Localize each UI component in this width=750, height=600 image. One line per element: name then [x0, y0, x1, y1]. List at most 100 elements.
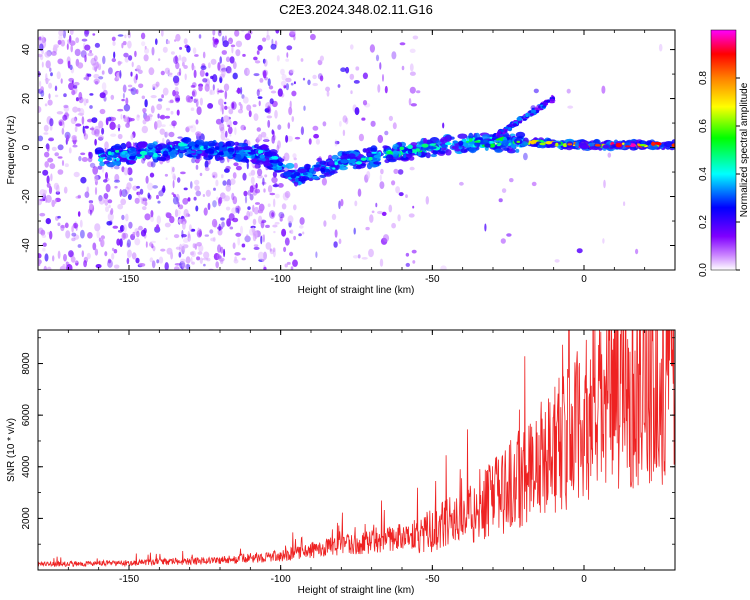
spectrogram-speckle-blob	[59, 121, 63, 126]
spectrogram-speckle-blob	[185, 264, 191, 270]
spectrogram-speckle-blob	[554, 259, 560, 263]
spectrogram-ridge-halo	[178, 151, 184, 159]
spectrogram-speckle-blob	[69, 30, 74, 35]
spectrogram-speckle-blob	[112, 225, 119, 229]
spectrogram-speckle-blob	[127, 249, 132, 258]
spectrogram-speckle-blob	[353, 80, 360, 84]
spectrogram-ridge-core	[243, 149, 252, 153]
spectrogram-speckle-blob	[128, 55, 133, 61]
spectrogram-ridge-halo	[234, 141, 240, 146]
spectrogram-speckle-blob	[88, 200, 94, 204]
spectrogram-speckle-blob	[68, 250, 74, 258]
spectrogram-branch-blob	[541, 105, 547, 108]
spectrogram-ridge-core	[115, 158, 120, 161]
spectrogram-speckle-blob	[174, 266, 180, 270]
spectrogram-speckle-blob	[204, 166, 210, 172]
spectrogram-speckle-blob	[162, 46, 168, 53]
spectrogram-speckle-blob	[105, 183, 111, 193]
spectrogram-speckle-blob	[95, 61, 99, 69]
spectrogram-speckle-blob	[283, 246, 287, 253]
spectrogram-speckle-blob	[97, 165, 103, 170]
spectrogram-speckle-blob	[190, 96, 193, 99]
spectrogram-speckle-blob	[126, 257, 130, 265]
spectrogram-speckle-blob	[173, 234, 180, 239]
spectrogram-speckle-blob	[38, 36, 42, 41]
spectrogram-speckle-blob	[334, 229, 338, 238]
spectrogram-speckle-blob	[123, 117, 130, 123]
spectrogram-ridge-halo	[301, 176, 310, 181]
spectrogram-speckle-blob	[168, 100, 174, 104]
spectrogram-speckle-blob	[45, 218, 51, 225]
spectrogram-speckle-blob	[286, 135, 293, 142]
spectrogram-speckle-blob	[45, 194, 52, 203]
spectrogram-speckle-blob	[217, 229, 223, 236]
spectrogram-speckle-blob	[264, 107, 270, 113]
spectrogram-speckle-blob	[273, 198, 276, 208]
spectrogram-speckle-blob	[252, 229, 258, 238]
x-tick-label: 0	[581, 274, 587, 285]
spectrogram-speckle-blob	[45, 197, 48, 204]
spectrogram-speckle-blob	[368, 248, 374, 258]
spectrogram-speckle-blob	[40, 90, 45, 97]
spectrogram-speckle-blob	[291, 116, 295, 122]
spectrogram-ridge-halo	[319, 160, 327, 165]
spectrogram-speckle-blob	[281, 228, 287, 237]
spectrogram-speckle-blob	[100, 239, 105, 248]
spectrogram-speckle-blob	[225, 66, 232, 74]
spectrogram-speckle-blob	[316, 157, 322, 162]
spectrogram-speckle-blob	[379, 181, 385, 190]
spectrogram-speckle-blob	[135, 257, 140, 264]
spectrogram-speckle-blob	[49, 118, 54, 127]
spectrogram-speckle-blob	[265, 242, 272, 250]
spectrogram-ridge-core	[259, 154, 265, 159]
spectrogram-speckle-blob	[267, 203, 271, 207]
x-tick-label: -100	[271, 274, 291, 285]
spectrogram-speckle-blob	[284, 190, 291, 199]
spectrogram-speckle-blob	[89, 162, 96, 168]
spectrogram-speckle-blob	[240, 103, 243, 111]
spectrogram-speckle-blob	[181, 243, 187, 251]
spectrogram-ridge-core	[302, 172, 308, 176]
snr-y-axis-label: SNR (10 * v/v)	[6, 418, 17, 482]
spectrogram-speckle-blob	[134, 238, 141, 246]
spectrogram-ridge-core	[373, 154, 381, 159]
spectrogram-speckle-blob	[353, 227, 356, 235]
spectrogram-speckle-blob	[357, 188, 362, 197]
spectrogram-speckle-blob	[46, 144, 50, 152]
spectrogram-speckle-blob	[187, 230, 190, 239]
spectrogram-speckle-blob	[253, 56, 258, 61]
spectrogram-speckle-blob	[249, 228, 255, 236]
spectrogram-speckle-blob	[128, 177, 133, 182]
spectrogram-speckle-blob	[42, 247, 46, 252]
spectrogram-speckle-blob	[71, 237, 76, 242]
spectrogram-speckle-blob	[246, 104, 252, 111]
spectrogram-speckle-blob	[104, 251, 108, 257]
spectrogram-speckle-blob	[194, 185, 200, 191]
spectrogram-speckle-blob	[80, 229, 85, 239]
spectrogram-speckle-blob	[225, 130, 228, 138]
spectrogram-speckle-blob	[281, 74, 287, 81]
spectrogram-speckle-blob	[122, 92, 125, 99]
spectrogram-speckle-blob	[181, 234, 187, 238]
spectrogram-speckle-blob	[70, 256, 76, 263]
spectrogram-speckle-blob	[142, 110, 145, 114]
spectrogram-speckle-blob	[310, 33, 316, 41]
spectrogram-speckle-blob	[87, 52, 94, 57]
spectrogram-ridge-halo	[482, 134, 490, 140]
spectrogram-speckle-blob	[246, 68, 250, 75]
spectrogram-speckle-blob	[228, 37, 233, 45]
spectrogram-speckle-blob	[183, 65, 188, 69]
spectrogram-speckle-blob	[92, 66, 95, 71]
spectrogram-speckle-blob	[100, 235, 105, 240]
spectrogram-speckle-blob	[62, 263, 66, 270]
spectrogram-speckle-blob	[202, 51, 206, 59]
spectrogram-speckle-blob	[212, 36, 215, 42]
spectrogram-speckle-blob	[342, 115, 348, 123]
spectrogram-speckle-blob	[195, 99, 199, 108]
spectrogram-speckle-blob	[175, 193, 180, 203]
spectrogram-ridge-halo	[100, 154, 107, 158]
spectrogram-ridge-core	[121, 151, 126, 155]
spectrogram-speckle-blob	[230, 44, 236, 48]
spectrogram-speckle-blob	[300, 126, 304, 136]
spectrogram-speckle-blob	[180, 171, 186, 175]
